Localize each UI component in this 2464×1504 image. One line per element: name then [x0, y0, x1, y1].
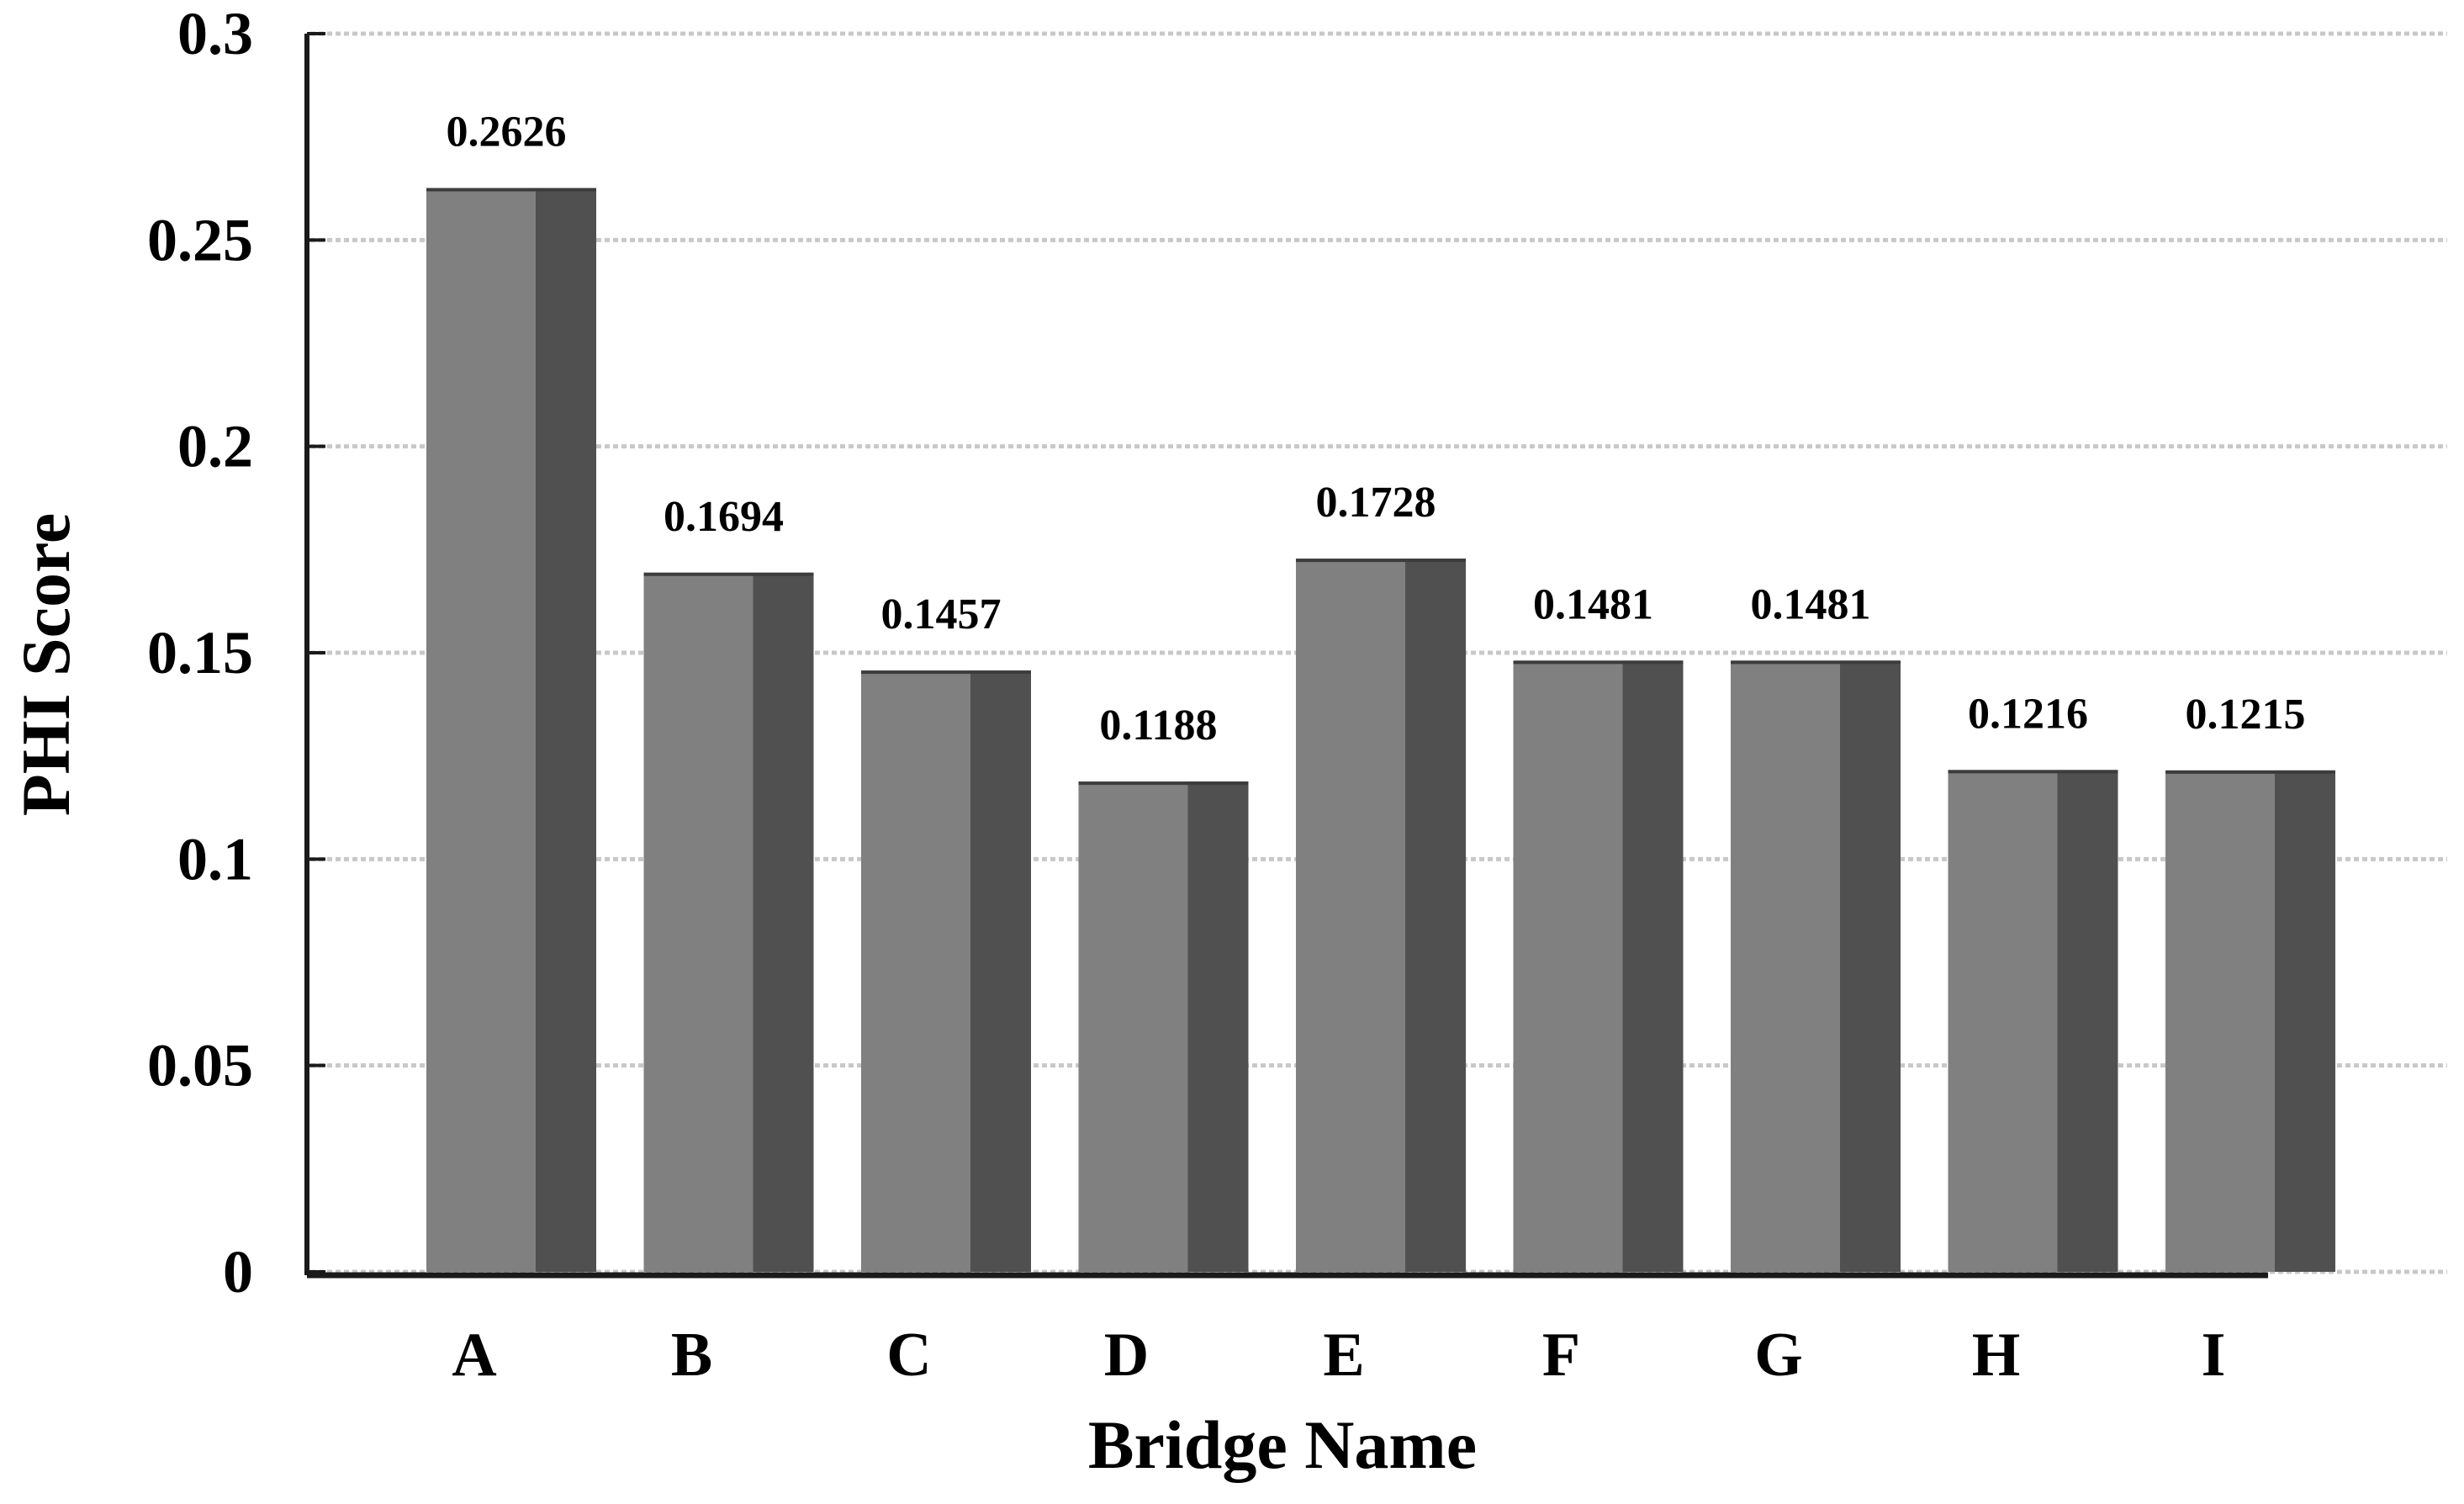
- bar-front-face: [643, 572, 753, 1272]
- bar-side-face: [1840, 660, 1901, 1272]
- x-tick-label: G: [1754, 1321, 1803, 1390]
- bars: [426, 188, 2335, 1273]
- bar: [426, 188, 596, 1273]
- bar-value-label: 0.1215: [2186, 691, 2306, 739]
- bar-value-label: 0.1188: [1099, 702, 1217, 749]
- bar: [1296, 559, 1466, 1272]
- bar-value-label: 0.1481: [1533, 580, 1653, 628]
- x-tick-label: B: [671, 1321, 712, 1390]
- bar: [1948, 770, 2118, 1272]
- y-tick-label: 0.25: [147, 206, 253, 273]
- y-tick-label: 0.15: [147, 619, 253, 686]
- bar: [861, 670, 1031, 1272]
- bar-front-face: [861, 670, 970, 1272]
- y-axis-title: PHI Score: [8, 513, 84, 817]
- x-axis-title: Bridge Name: [1088, 1406, 1477, 1483]
- x-tick-label: E: [1323, 1321, 1364, 1390]
- y-tick-label: 0.1: [177, 825, 253, 892]
- bar-front-face: [1296, 559, 1405, 1272]
- x-tick-label: A: [452, 1321, 496, 1390]
- x-tick-label: I: [2202, 1321, 2226, 1390]
- bar-front-face: [1731, 660, 1840, 1272]
- y-tick-label: 0.05: [147, 1032, 253, 1099]
- bar-side-face: [1405, 559, 1466, 1272]
- bar-side-face: [2057, 770, 2118, 1272]
- bar: [1731, 660, 1901, 1272]
- bar-side-face: [970, 670, 1031, 1272]
- x-tick-label: F: [1542, 1321, 1580, 1390]
- x-tick-label: D: [1104, 1321, 1149, 1390]
- y-tick-labels: 0 0.05 0.1 0.15 0.2 0.25 0.3: [147, 0, 325, 1305]
- bar-side-face: [2275, 770, 2335, 1272]
- x-tick-label: H: [1972, 1321, 2021, 1390]
- bar-value-label: 0.1481: [1751, 580, 1871, 628]
- bar-front-face: [1078, 781, 1188, 1272]
- value-labels: 0.2626 0.1694 0.1457 0.1188 0.1728 0.1481 0.14…: [447, 109, 2306, 750]
- y-tick-label: 0.2: [177, 413, 253, 480]
- x-tick-labels: A B C D E F G H I: [452, 1321, 2225, 1390]
- y-tick-label: 0.3: [177, 0, 253, 67]
- bar-front-face: [1513, 660, 1623, 1272]
- bar-value-label: 0.1457: [881, 590, 1002, 638]
- bar-side-face: [536, 188, 596, 1273]
- bar-value-label: 0.1694: [664, 493, 784, 541]
- bar-front-face: [1948, 770, 2058, 1272]
- y-tick-label: 0: [223, 1238, 253, 1305]
- bar: [1078, 781, 1249, 1272]
- bar-side-face: [1622, 660, 1684, 1272]
- bar-front-face: [426, 188, 536, 1273]
- bar-side-face: [1187, 781, 1249, 1272]
- x-tick-label: C: [886, 1321, 931, 1390]
- bar-side-face: [753, 572, 814, 1272]
- bar-value-label: 0.1216: [1968, 690, 2088, 738]
- bar: [1513, 660, 1684, 1272]
- bar: [643, 572, 814, 1272]
- bar-value-label: 0.1728: [1316, 479, 1436, 527]
- bar: [2165, 770, 2335, 1272]
- bar-value-label: 0.2626: [447, 109, 567, 156]
- bar-front-face: [2165, 770, 2275, 1272]
